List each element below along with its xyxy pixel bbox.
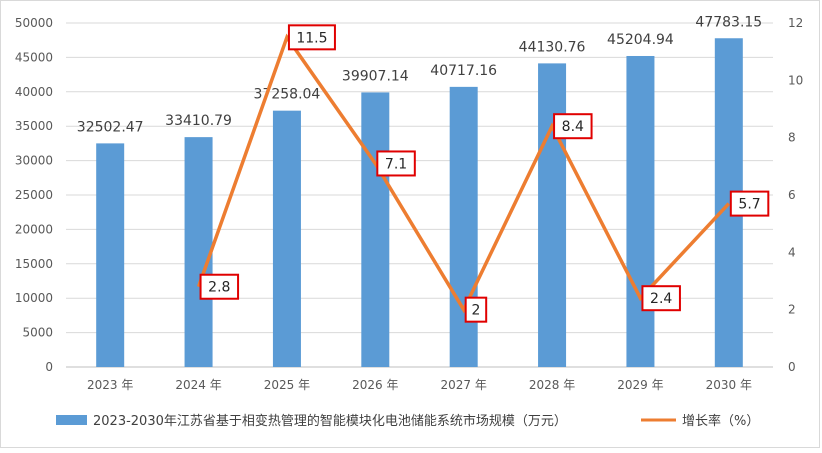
left-axis-tick: 20000: [15, 222, 53, 236]
right-axis-tick: 2: [788, 303, 796, 317]
x-category-label: 2029 年: [617, 378, 663, 392]
bar-value-label: 32502.47: [77, 119, 144, 135]
left-axis-tick: 0: [45, 360, 53, 374]
bar-value-labels: 32502.47 33410.79 37258.04 39907.14 40717.16…: [77, 14, 762, 135]
legend: 2023-2030年江苏省基于相变热管理的智能模块化电池储能系统市场规模（万元）…: [56, 413, 759, 429]
left-axis-tick: 25000: [15, 188, 53, 202]
rate-label-frame: [729, 190, 770, 217]
bar-series: [96, 38, 743, 368]
x-axis-categories: 2023 年 2024 年 2025 年 2026 年 2027 年 2028 年 2029…: [87, 378, 752, 392]
bar: [626, 55, 655, 367]
rate-label-box: 2.8: [199, 273, 240, 300]
left-axis-tick: 10000: [15, 291, 53, 305]
legend-bar-label: 2023-2030年江苏省基于相变热管理的智能模块化电池储能系统市场规模（万元）: [93, 413, 567, 429]
rate-value-label: 2.4: [650, 291, 672, 307]
right-axis-tick: 6: [788, 188, 796, 202]
x-category-label: 2025 年: [264, 378, 310, 392]
bar: [538, 63, 567, 367]
left-axis-tick: 45000: [15, 50, 53, 64]
bar-value-label: 47783.15: [695, 14, 762, 30]
rate-line: [196, 33, 731, 314]
rate-label-frame: [287, 24, 336, 51]
rate-value-label: 11.5: [296, 30, 327, 46]
x-category-label: 2030 年: [706, 378, 752, 392]
left-axis-tick: 15000: [15, 257, 53, 271]
right-axis: 0 2 4 6 8 10 12: [788, 16, 803, 374]
rate-label-box: 2: [464, 296, 488, 323]
bar-value-label: 37258.04: [254, 87, 321, 103]
right-axis-tick: 12: [788, 16, 803, 30]
left-axis-tick: 50000: [15, 16, 53, 30]
right-axis-tick: 10: [788, 73, 803, 87]
bar-value-label: 33410.79: [165, 113, 232, 129]
rate-label-frame: [464, 296, 488, 323]
rate-label-box: 7.1: [376, 150, 416, 177]
rate-label-box: 5.7: [729, 190, 770, 217]
x-category-label: 2023 年: [87, 378, 133, 392]
left-axis-tick: 40000: [15, 85, 53, 99]
x-category-label: 2026 年: [352, 378, 398, 392]
bar-value-label: 44130.76: [519, 39, 586, 55]
gridlines: [66, 22, 773, 368]
legend-bar-swatch: [56, 415, 87, 425]
rate-label-box: 8.4: [553, 113, 593, 140]
rate-value-label: 2: [471, 303, 480, 319]
legend-line-label: 增长率（%）: [682, 413, 759, 429]
bar: [272, 110, 301, 368]
right-axis-tick: 8: [788, 131, 796, 145]
rate-value-label: 7.1: [385, 156, 407, 172]
bar: [449, 86, 478, 367]
bar-value-label: 39907.14: [342, 68, 409, 84]
left-axis-tick: 35000: [15, 119, 53, 133]
rate-label-frame: [199, 273, 240, 300]
left-axis: 0 5000 10000 15000 20000 25000 30000 35000 40000…: [15, 16, 53, 374]
x-category-label: 2027 年: [441, 378, 487, 392]
bar: [361, 92, 390, 367]
rate-label-frame: [553, 113, 593, 140]
bar-value-label: 40717.16: [430, 63, 497, 79]
right-axis-tick: 4: [788, 245, 796, 259]
line-series: [196, 33, 731, 314]
right-axis-tick: 0: [788, 360, 796, 374]
bar-value-label: 45204.94: [607, 32, 674, 48]
left-axis-tick: 5000: [22, 326, 53, 340]
rate-value-labels: 2.8 11.5 7.1 2 8.4 2.4 5.7: [199, 24, 770, 323]
bar: [96, 143, 125, 367]
bar: [184, 137, 213, 367]
rate-value-label: 5.7: [738, 197, 760, 213]
rate-value-label: 2.8: [208, 280, 230, 296]
rate-label-frame: [376, 150, 416, 177]
rate-label-frame: [641, 285, 681, 312]
left-axis-tick: 30000: [15, 154, 53, 168]
rate-value-label: 8.4: [562, 119, 584, 135]
x-category-label: 2024 年: [175, 378, 221, 392]
rate-label-box: 2.4: [641, 285, 681, 312]
x-category-label: 2028 年: [529, 378, 575, 392]
rate-label-box: 11.5: [287, 24, 336, 51]
